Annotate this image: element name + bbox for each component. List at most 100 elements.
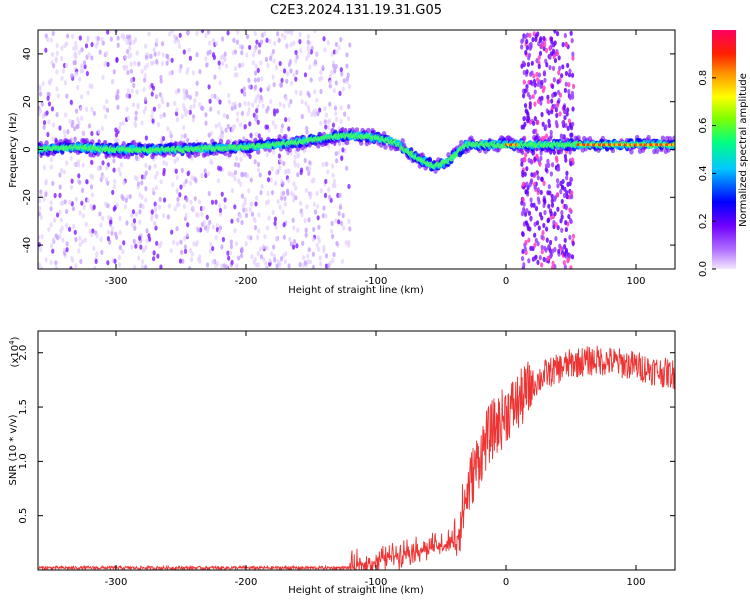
spectrogram-noise-cell [535, 153, 539, 159]
spectrogram-noise-cell [249, 132, 253, 138]
spectrogram-noise-cell [218, 80, 222, 86]
spectrogram-noise-cell [267, 84, 271, 90]
spectrogram-noise-cell [241, 62, 245, 68]
spectrogram-noise-cell [340, 258, 345, 264]
spectrogram-noise-cell [527, 52, 532, 58]
spectrogram-noise-cell [558, 111, 562, 117]
spectrogram-noise-cell [231, 102, 235, 108]
spectrogram-noise-cell [87, 123, 92, 129]
spectrogram-noise-cell [520, 44, 524, 50]
spectrogram-noise-cell [296, 227, 300, 233]
spectrogram-noise-cell [332, 49, 337, 55]
spectrogram-ridge-cell [366, 127, 371, 134]
spectrogram-noise-cell [523, 157, 527, 163]
spectrogram-noise-cell [128, 194, 132, 200]
spectrogram-noise-cell [555, 157, 559, 163]
spectrogram-noise-cell [560, 134, 564, 140]
spectrogram-noise-cell [153, 51, 157, 57]
spectrogram-noise-cell [533, 242, 537, 248]
spectrogram-noise-cell [524, 220, 529, 226]
spectrogram-noise-cell [184, 212, 188, 219]
spectrogram-noise-cell [122, 180, 126, 186]
spectrogram-noise-cell [571, 157, 575, 163]
spectrogram-noise-cell [154, 225, 158, 231]
spectrogram-noise-cell [535, 71, 539, 77]
spectrogram-noise-cell [554, 107, 558, 113]
spectrogram-noise-cell [144, 43, 148, 49]
spectrogram-noise-cell [550, 202, 555, 208]
spectrogram-noise-cell [44, 257, 48, 263]
spectrogram-noise-cell [274, 124, 278, 130]
spectrogram-noise-cell [136, 181, 141, 187]
spectrogram-noise-cell [305, 204, 309, 210]
spectrogram-noise-cell [292, 244, 296, 250]
spectrogram-noise-cell [254, 131, 258, 137]
spectrogram-noise-cell [550, 39, 554, 45]
spectrogram-noise-cell [160, 61, 164, 67]
spectrogram-noise-cell [529, 216, 533, 222]
spectrogram-noise-cell [46, 37, 50, 43]
spectrogram-noise-cell [333, 67, 337, 73]
spectrogram-noise-cell [347, 242, 351, 248]
spectrogram-noise-cell [539, 155, 543, 161]
spectrogram-noise-cell [208, 248, 212, 255]
spectrogram-noise-cell [307, 52, 311, 58]
spectrogram-noise-cell [278, 261, 282, 267]
spectrogram-noise-cell [207, 190, 211, 197]
spectrogram-noise-cell [189, 256, 194, 263]
spectrogram-noise-cell [175, 188, 179, 195]
spectrogram-noise-cell [566, 62, 570, 69]
spectrogram-noise-cell [524, 152, 528, 158]
spectrogram-noise-cell [340, 71, 344, 77]
spectrogram-noise-cell [223, 56, 227, 62]
spectrogram-noise-cell [59, 217, 63, 223]
spectrogram-noise-cell [337, 45, 341, 51]
spectrogram-noise-cell [120, 193, 124, 200]
spectrogram-noise-cell [315, 51, 319, 57]
spectrogram-noise-cell [44, 47, 48, 53]
spectrogram-noise-cell [49, 200, 53, 206]
spectrogram-xtick-label: -100 [365, 276, 388, 287]
spectrogram-noise-cell [90, 159, 94, 165]
spectrogram-noise-cell [303, 217, 307, 224]
spectrogram-noise-cell [292, 72, 296, 78]
spectrogram-noise-cell [347, 218, 351, 224]
spectrogram-noise-cell [264, 56, 268, 63]
spectrogram-noise-cell [122, 240, 126, 246]
spectrogram-noise-cell [286, 178, 291, 184]
spectrogram-noise-cell [196, 227, 201, 233]
spectrogram-noise-cell [134, 110, 138, 116]
spectrogram-noise-cell [256, 250, 260, 256]
spectrogram-noise-cell [182, 87, 186, 94]
spectrogram-ridge-cell [187, 153, 192, 159]
spectrogram-noise-cell [55, 69, 59, 75]
spectrogram-noise-cell [223, 51, 227, 57]
spectrogram-noise-cell [528, 94, 532, 100]
spectrogram-noise-cell [172, 33, 177, 40]
spectrogram-noise-cell [533, 232, 537, 238]
spectrogram-noise-cell [544, 226, 549, 232]
spectrogram-noise-cell [94, 43, 98, 49]
spectrogram-noise-cell [188, 180, 193, 186]
spectrogram-noise-cell [40, 233, 44, 240]
spectrogram-noise-cell [44, 178, 48, 184]
spectrogram-noise-cell [235, 72, 239, 78]
spectrogram-noise-cell [238, 122, 243, 128]
spectrogram-noise-cell [231, 49, 235, 56]
spectrogram-noise-cell [286, 30, 290, 35]
spectrogram-noise-cell [325, 161, 329, 168]
spectrogram-noise-cell [560, 73, 564, 79]
spectrogram-noise-cell [114, 137, 118, 143]
spectrogram-noise-cell [76, 84, 80, 90]
spectrogram-noise-cell [134, 243, 138, 249]
spectrogram-noise-cell [73, 136, 77, 143]
spectrogram-noise-cell [276, 199, 280, 205]
spectrogram-noise-cell [147, 233, 151, 239]
spectrogram-noise-cell [63, 199, 67, 205]
spectrogram-noise-cell [55, 42, 59, 49]
spectrogram-noise-cell [136, 104, 140, 110]
spectrogram-noise-cell [280, 195, 284, 201]
spectrogram-noise-cell [151, 187, 155, 193]
spectrogram-noise-cell [252, 259, 256, 265]
